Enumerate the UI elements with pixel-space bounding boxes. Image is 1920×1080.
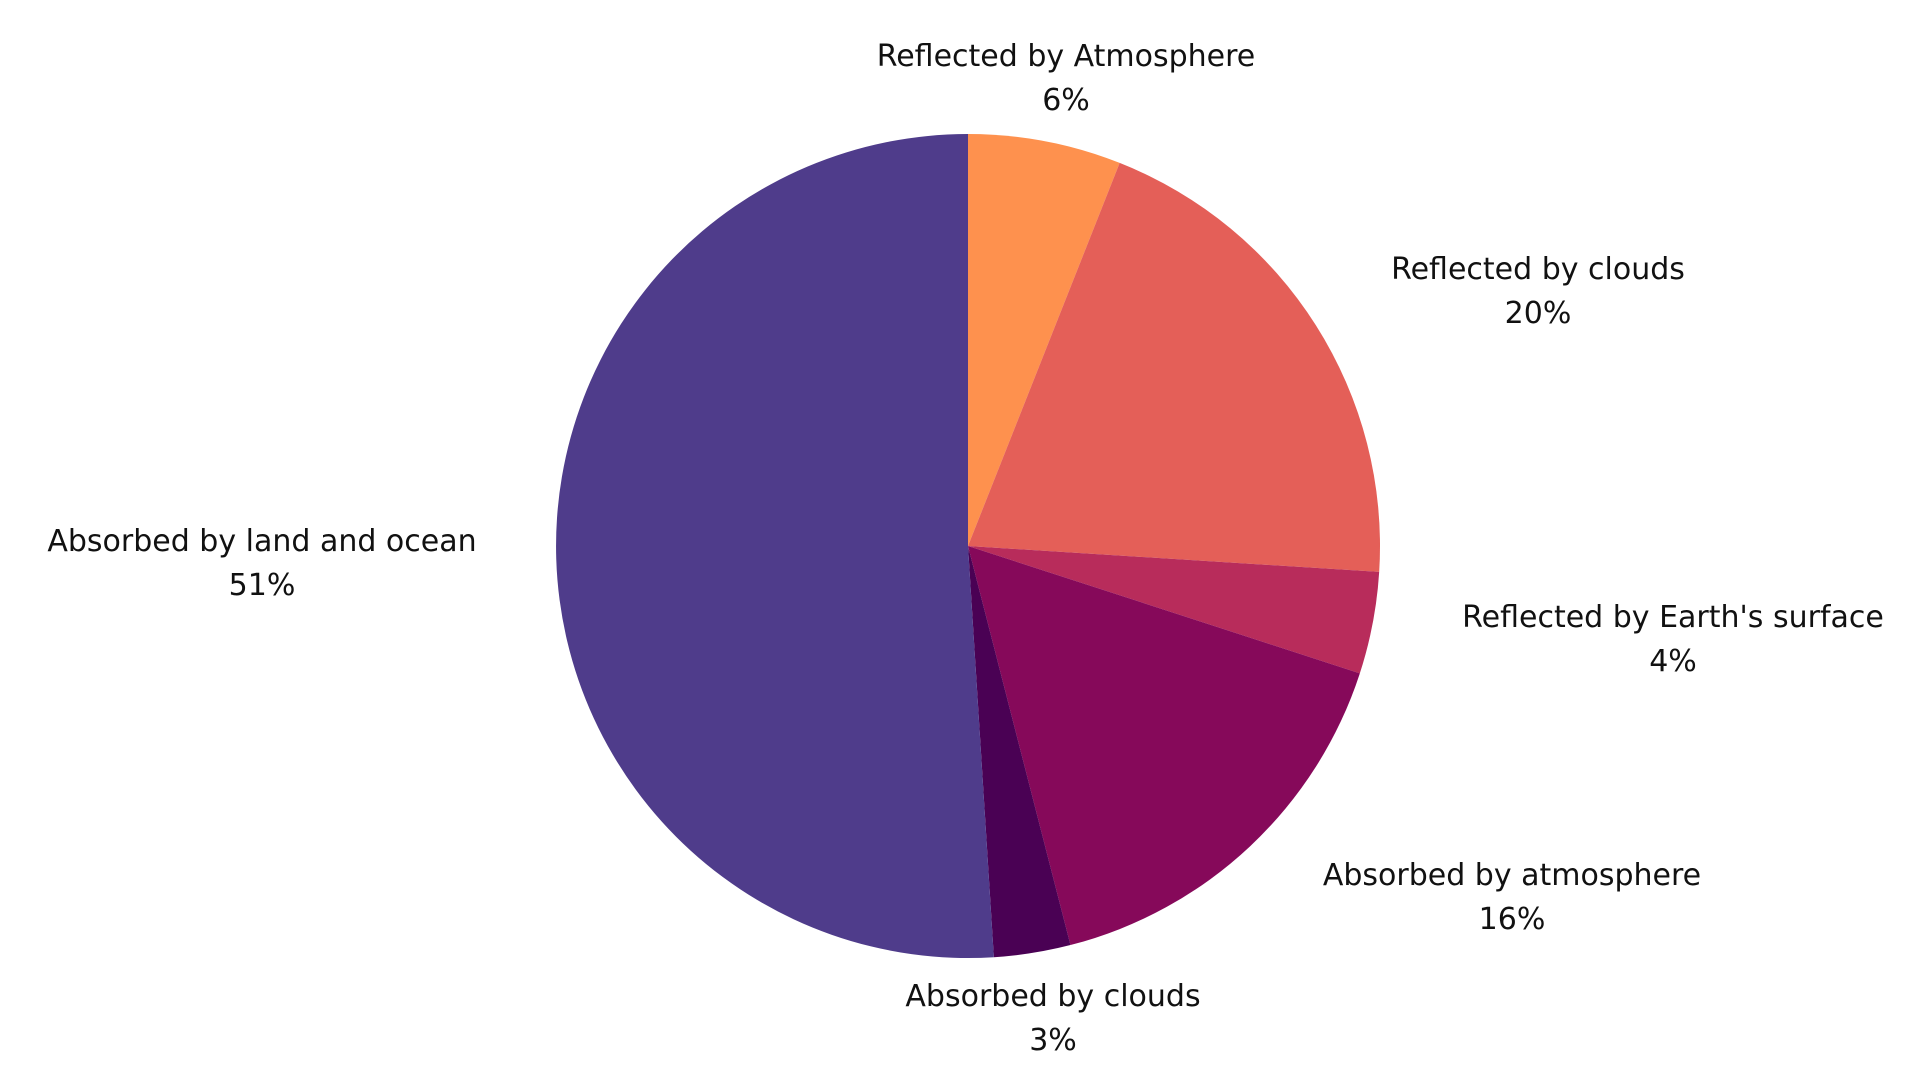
slice-label-reflected-by-clouds: Reflected by clouds (1391, 252, 1685, 287)
slice-label-reflected-by-earth-s-surface: Reflected by Earth's surface (1462, 600, 1884, 635)
slice-absorbed-by-land-and-ocean (556, 134, 994, 958)
slice-value-reflected-by-atmosphere: 6% (1042, 83, 1090, 118)
slice-reflected-by-atmosphere (968, 134, 1120, 546)
slice-absorbed-by-clouds (968, 546, 1071, 958)
slice-value-absorbed-by-land-and-ocean: 51% (229, 568, 296, 603)
slice-label-absorbed-by-atmosphere: Absorbed by atmosphere (1323, 858, 1701, 893)
slice-absorbed-by-atmosphere (968, 546, 1360, 946)
pie-slices (556, 134, 1381, 958)
slice-value-reflected-by-clouds: 20% (1505, 296, 1572, 331)
slice-label-absorbed-by-land-and-ocean: Absorbed by land and ocean (47, 524, 476, 559)
slice-value-absorbed-by-clouds: 3% (1029, 1023, 1077, 1058)
slice-label-absorbed-by-clouds: Absorbed by clouds (905, 979, 1200, 1014)
slice-reflected-by-earth-s-surface (968, 546, 1380, 674)
pie-labels: Reflected by Atmosphere 6% Reflected by cl… (47, 39, 1883, 1058)
slice-label-reflected-by-atmosphere: Reflected by Atmosphere (877, 39, 1256, 74)
slice-reflected-by-clouds (968, 162, 1381, 572)
slice-value-reflected-by-earth-s-surface: 4% (1649, 644, 1697, 679)
slice-value-absorbed-by-atmosphere: 16% (1479, 902, 1546, 937)
